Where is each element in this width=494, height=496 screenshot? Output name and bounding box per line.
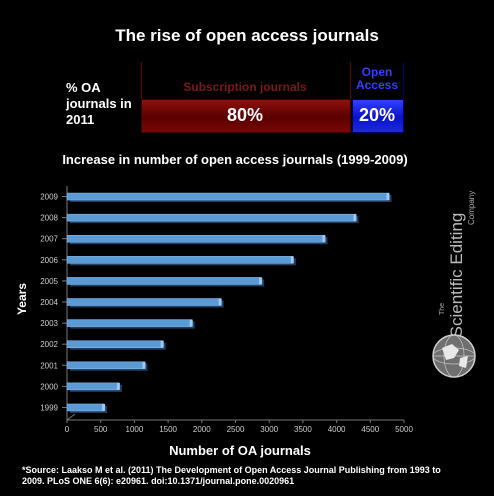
x-tick-label: 3500 <box>294 425 312 434</box>
bar-cap <box>142 361 146 369</box>
bar-cap <box>218 298 222 306</box>
y-tick-label: 2004 <box>40 298 58 307</box>
bar-cap <box>160 340 164 348</box>
x-tick-label: 1500 <box>159 425 177 434</box>
company-logo: The Scientific Editing Company <box>426 180 490 390</box>
x-tick-label: 3000 <box>260 425 278 434</box>
y-tick-label: 2001 <box>40 361 58 370</box>
y-tick-label: 2009 <box>40 193 58 202</box>
bar-1999 <box>66 403 105 412</box>
subscription-share-bar <box>141 99 351 133</box>
y-tick-label: 2007 <box>40 235 58 244</box>
y-tick-label: 2008 <box>40 214 58 223</box>
bar-2006 <box>66 256 294 264</box>
bar-cap <box>353 214 357 222</box>
divider-mid <box>350 62 351 99</box>
y-tick-label: 2003 <box>40 319 58 328</box>
bar-2004 <box>66 298 221 306</box>
axis-depth-line <box>66 413 76 421</box>
x-tick-label: 1000 <box>126 425 144 434</box>
x-tick-label: 5000 <box>395 425 413 434</box>
divider-right <box>403 62 404 99</box>
open-access-label: Open Access <box>355 65 399 92</box>
bar-2007 <box>66 234 325 243</box>
x-tick-label: 2000 <box>193 425 211 434</box>
divider-left <box>141 62 142 99</box>
bar-2003 <box>66 319 192 327</box>
x-axis-label: Number of OA journals <box>169 443 311 458</box>
y-tick-label: 1999 <box>40 403 58 412</box>
bar-cap <box>386 193 390 201</box>
y-tick-label: 2005 <box>40 277 58 286</box>
logo-text-main: Scientific Editing <box>447 213 466 338</box>
bar-2008 <box>66 213 356 222</box>
oa-share-label: % OA journals in 2011 <box>66 80 132 127</box>
bar-2001 <box>66 361 145 370</box>
subscription-journals-label: Subscription journals <box>183 80 307 94</box>
x-tick-label: 4000 <box>328 425 346 434</box>
bar-cap <box>259 277 263 285</box>
bar-cap <box>322 235 326 243</box>
logo-graphic: The Scientific Editing Company <box>432 191 476 378</box>
bar-chart: 0 500 1000 1500 2000 2500 3000 3500 4000 4500 5000… <box>40 186 413 434</box>
logo-text-company: Company <box>467 191 476 225</box>
open-access-share-value: 20% <box>358 105 396 125</box>
x-tick-label: 4500 <box>361 425 379 434</box>
logo-text-the: The <box>439 303 446 315</box>
x-tick-label: 2500 <box>227 425 245 434</box>
bar-2002 <box>66 340 163 348</box>
bar-2005 <box>66 277 262 285</box>
bar-2009 <box>66 192 389 201</box>
y-tick-label: 2006 <box>40 256 58 265</box>
page-title: The rise of open access journals <box>115 26 379 45</box>
subscription-share-value: 80% <box>226 105 264 125</box>
bar-cap <box>116 382 120 390</box>
y-tick-label: 2002 <box>40 340 58 349</box>
bar-cap <box>189 319 193 327</box>
y-tick-label: 2000 <box>40 382 58 391</box>
source-citation: *Source: Laakso M et al. (2011) The Deve… <box>22 465 441 486</box>
x-tick-label: 0 <box>65 425 70 434</box>
bar-cap <box>102 403 106 411</box>
bar-2000 <box>66 382 120 391</box>
bar-cap <box>290 256 294 264</box>
x-tick-label: 500 <box>94 425 108 434</box>
open-access-share-bar <box>352 99 404 133</box>
chart-title: Increase in number of open access journa… <box>62 152 408 167</box>
